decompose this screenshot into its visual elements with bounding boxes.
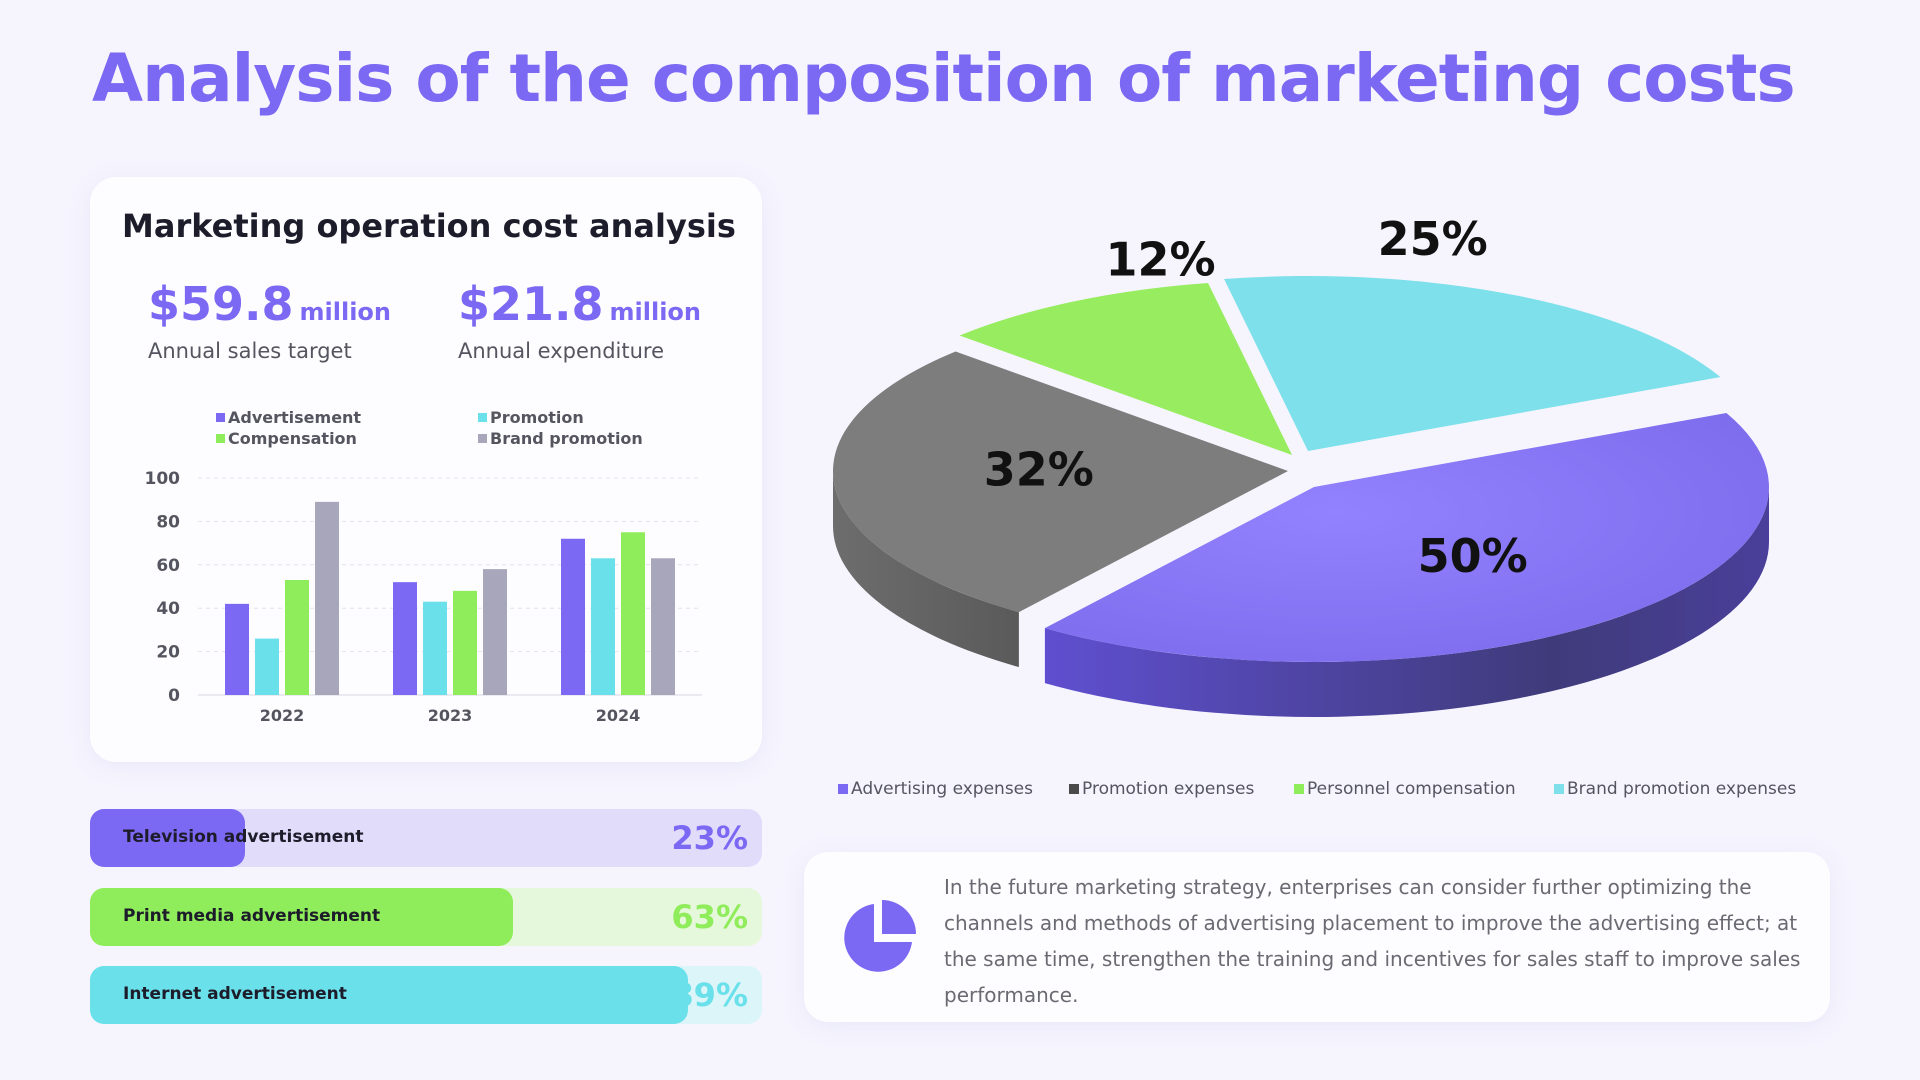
legend-promotion: Promotion	[478, 408, 584, 427]
kpi-expenditure-value: $21.8	[458, 277, 604, 331]
bar	[393, 582, 417, 695]
bar-chart: 0 20 40 60 80 100 2022 2023 2024	[145, 469, 702, 725]
bar	[621, 532, 645, 695]
bar	[651, 558, 675, 695]
cost-analysis-card: Marketing operation cost analysis $59.8 m…	[90, 177, 762, 762]
pie-slice	[959, 283, 1292, 455]
kpi-expenditure-unit: million	[609, 298, 702, 326]
legend-label: Advertisement	[228, 408, 362, 427]
kpi-sales-label: Annual sales target	[148, 339, 352, 363]
legend-swatch	[838, 784, 848, 794]
x-tick-label: 2023	[428, 706, 473, 725]
legend-label: Personnel compensation	[1307, 779, 1516, 799]
x-tick-label: 2024	[596, 706, 641, 725]
pie-slice-side	[1044, 487, 1769, 717]
progress-label: Print media advertisement	[123, 906, 381, 926]
bar	[453, 590, 477, 695]
pie-slice	[832, 351, 1288, 613]
bar	[225, 603, 249, 695]
bar	[483, 569, 507, 695]
progress-value: 89%	[671, 976, 748, 1014]
kpi-expenditure: $21.8 million Annual expenditure	[458, 277, 701, 363]
legend-swatch	[216, 434, 225, 443]
legend-label: Compensation	[228, 429, 357, 448]
progress-label: Television advertisement	[123, 827, 364, 847]
progress-value: 23%	[671, 819, 748, 857]
pie-data-label: 32%	[984, 443, 1094, 497]
pie-slice	[1224, 276, 1721, 451]
pie-data-label: 50%	[1418, 529, 1528, 583]
legend-swatch	[478, 413, 487, 422]
kpi-sales-value: $59.8	[148, 277, 294, 331]
bar	[561, 538, 585, 695]
pie-legend-advertising: Advertising expenses	[838, 779, 1033, 799]
pie-chart-icon	[844, 900, 916, 972]
y-tick-label: 20	[156, 643, 180, 663]
progress-fill	[90, 966, 689, 1024]
pie-data-label: 12%	[1106, 233, 1216, 287]
legend-swatch	[1069, 784, 1079, 794]
page-title: Analysis of the composition of marketing…	[92, 40, 1796, 117]
bar	[285, 579, 309, 695]
y-tick-label: 80	[156, 512, 180, 532]
y-tick-label: 100	[145, 469, 181, 489]
progress-bar: Television advertisement 23%	[90, 809, 762, 867]
bar	[315, 501, 339, 695]
legend-swatch	[1554, 784, 1564, 794]
progress-fill	[90, 809, 245, 867]
kpi-sales-target: $59.8 million Annual sales target	[148, 277, 391, 363]
pie-legend-promotion: Promotion expenses	[1069, 779, 1254, 799]
y-tick-label: 40	[156, 599, 180, 619]
legend-label: Brand promotion	[490, 429, 643, 448]
card-title: Marketing operation cost analysis	[122, 207, 736, 245]
legend-swatch	[478, 434, 487, 443]
insight-text: In the future marketing strategy, enterp…	[944, 875, 1801, 1007]
legend-advertisement: Advertisement	[216, 408, 361, 427]
progress-label: Internet advertisement	[123, 984, 347, 1004]
bar	[423, 601, 447, 695]
pie-slice-side	[833, 471, 1019, 668]
pie-slice	[1044, 413, 1769, 662]
pie-legend-brand: Brand promotion expenses	[1554, 779, 1796, 799]
pie-chart: 12% 25% 32% 50%	[832, 212, 1769, 717]
insight-note: In the future marketing strategy, enterp…	[804, 852, 1830, 1022]
pie-legend-personnel: Personnel compensation	[1294, 779, 1516, 799]
legend-swatch	[1294, 784, 1304, 794]
x-tick-label: 2022	[260, 706, 305, 725]
progress-fill	[90, 888, 514, 946]
y-tick-label: 0	[168, 686, 180, 706]
legend-compensation: Compensation	[216, 429, 357, 448]
progress-value: 63%	[671, 898, 748, 936]
legend-label: Advertising expenses	[851, 779, 1033, 799]
y-tick-label: 60	[156, 556, 180, 576]
bar	[255, 638, 279, 695]
bar	[591, 558, 615, 695]
pie-data-label: 25%	[1378, 212, 1488, 266]
legend-swatch	[216, 413, 225, 422]
kpi-expenditure-label: Annual expenditure	[458, 339, 665, 363]
legend-label: Promotion	[490, 408, 584, 427]
progress-bar: Internet advertisement 89%	[90, 966, 762, 1024]
progress-bar: Print media advertisement 63%	[90, 888, 762, 946]
kpi-sales-unit: million	[299, 298, 392, 326]
legend-label: Promotion expenses	[1082, 779, 1255, 799]
legend-brand-promotion: Brand promotion	[478, 429, 643, 448]
legend-label: Brand promotion expenses	[1567, 779, 1797, 799]
